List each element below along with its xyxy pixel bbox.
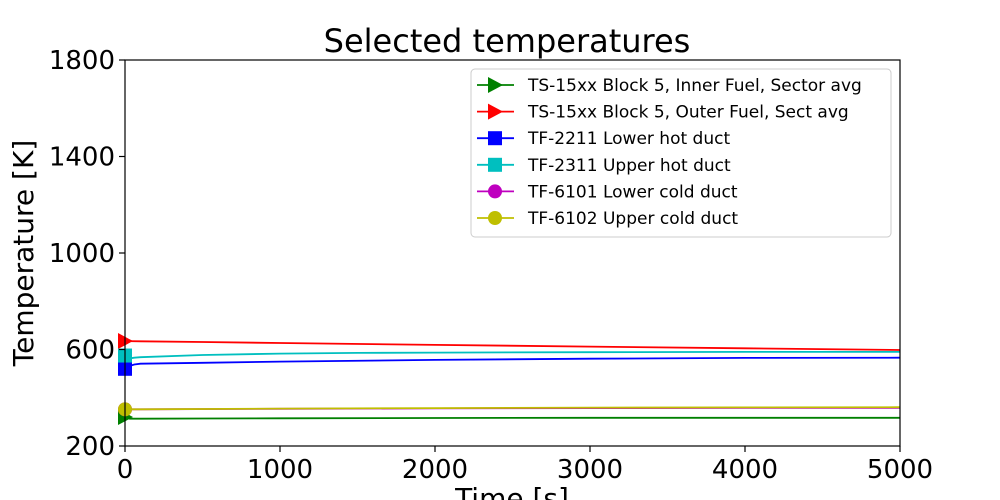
x-axis-ticks: 0 1000 2000 3000 4000 5000 — [117, 446, 933, 485]
legend-item-3: TF-2211 Lower hot duct — [477, 129, 730, 149]
legend-label: TF-6102 Upper cold duct — [527, 209, 738, 229]
y-tick-label: 600 — [65, 336, 115, 366]
x-tick-label: 4000 — [712, 455, 778, 485]
y-axis-ticks: 200 600 1000 1400 1800 — [49, 46, 125, 462]
chart-title: Selected temperatures — [324, 22, 691, 60]
series-line-1 — [124, 416, 900, 420]
y-tick-label: 1400 — [49, 143, 115, 173]
x-tick-label: 0 — [117, 455, 134, 485]
legend-label: TF-2311 Upper hot duct — [527, 156, 731, 176]
legend-item-6: TF-6102 Upper cold duct — [477, 209, 738, 229]
x-tick-label: 3000 — [557, 455, 623, 485]
x-tick-label: 5000 — [867, 455, 933, 485]
legend-marker — [488, 131, 502, 146]
legend-marker — [488, 103, 503, 120]
legend-item-2: TS-15xx Block 5, Outer Fuel, Sect avg — [477, 103, 849, 123]
x-tick-label: 1000 — [247, 455, 313, 485]
legend-item-5: TF-6101 Lower cold duct — [477, 182, 738, 202]
legend-label: TS-15xx Block 5, Inner Fuel, Sector avg — [527, 76, 862, 96]
legend-label: TF-2211 Lower hot duct — [527, 129, 730, 149]
y-tick-label: 1800 — [49, 46, 115, 76]
legend-label: TF-6101 Lower cold duct — [527, 182, 738, 202]
x-axis-label: Time [s] — [454, 482, 569, 500]
y-tick-label: 1000 — [49, 239, 115, 269]
legend-marker — [488, 157, 502, 172]
y-axis-label: Temperature [K] — [7, 140, 40, 367]
series-line-6 — [125, 406, 901, 411]
legend-label: TS-15xx Block 5, Outer Fuel, Sect avg — [527, 103, 849, 123]
series-line-3 — [124, 356, 901, 370]
legend-marker — [488, 211, 502, 225]
series-line-2 — [124, 340, 901, 351]
legend-marker — [488, 77, 503, 93]
legend-box — [470, 68, 892, 238]
legend-item-4: TF-2311 Upper hot duct — [477, 156, 731, 176]
series-layer — [124, 340, 901, 420]
legend: TS-15xx Block 5, Inner Fuel, Sector avg T… — [470, 68, 892, 238]
legend-marker — [488, 184, 502, 199]
legend-item-1: TS-15xx Block 5, Inner Fuel, Sector avg — [477, 76, 862, 96]
series-line-4 — [124, 350, 900, 360]
y-tick-label: 200 — [65, 432, 115, 462]
x-tick-label: 2000 — [402, 455, 468, 485]
